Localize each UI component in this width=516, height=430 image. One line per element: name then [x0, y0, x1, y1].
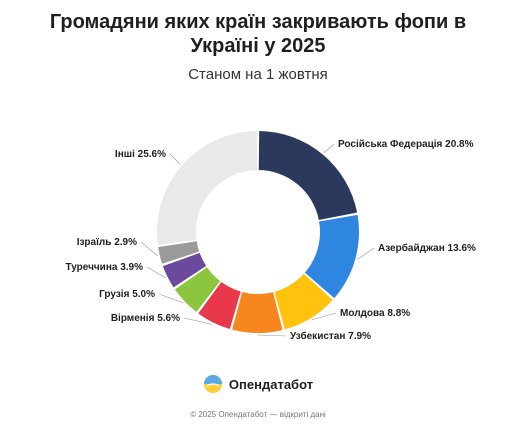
- footer-copyright: © 2025 Опендатабот — відкриті дані: [190, 410, 326, 419]
- pie-slice: [232, 291, 283, 333]
- donut-chart: Російська Федерація 20.8% Азербайджан 13.…: [65, 131, 476, 342]
- pie-slice: [258, 131, 358, 221]
- pie-slice: [158, 241, 200, 264]
- pie-slice: [304, 214, 359, 299]
- brand-name: Опендатабот: [228, 376, 314, 392]
- pie-slice: [174, 267, 221, 313]
- slice-label: Грузія 5.0%: [99, 289, 155, 300]
- leader-line: [169, 153, 181, 165]
- leader-line: [140, 241, 159, 257]
- slice-label: Молдова 8.8%: [340, 308, 410, 319]
- slice-label: Ізраїль 2.9%: [77, 237, 137, 248]
- leader-line: [357, 247, 375, 260]
- leader-line: [257, 334, 287, 337]
- slice-label: Вірменія 5.6%: [111, 313, 180, 324]
- pie-slice: [274, 273, 333, 330]
- pie-slice: [198, 282, 241, 329]
- opendatabot-logo-icon: [203, 375, 222, 393]
- chart-title-line-1: Громадяни яких країн закривають фопи в: [49, 11, 467, 33]
- brand: Опендатабот: [0, 374, 516, 394]
- leader-line: [146, 266, 166, 279]
- slice-label: Російська Федерація 20.8%: [338, 139, 474, 150]
- slice-label: Інші 25.6%: [115, 149, 166, 160]
- leader-line: [311, 312, 337, 321]
- slice-label: Узбекистан 7.9%: [290, 330, 371, 342]
- leader-line: [183, 317, 213, 325]
- pie-slice: [157, 131, 258, 245]
- slice-label: Туреччина 3.9%: [65, 262, 143, 273]
- slice-label: Азербайджан 13.6%: [378, 242, 476, 254]
- leader-line: [323, 143, 335, 154]
- pie-slice: [162, 252, 207, 288]
- chart-title-line-2: Україні у 2025: [190, 35, 326, 57]
- leader-line: [158, 293, 184, 304]
- chart-title: Громадяни яких країн закривають фопи в У…: [0, 10, 516, 58]
- chart-subtitle: Станом на 1 жовтня: [188, 66, 328, 83]
